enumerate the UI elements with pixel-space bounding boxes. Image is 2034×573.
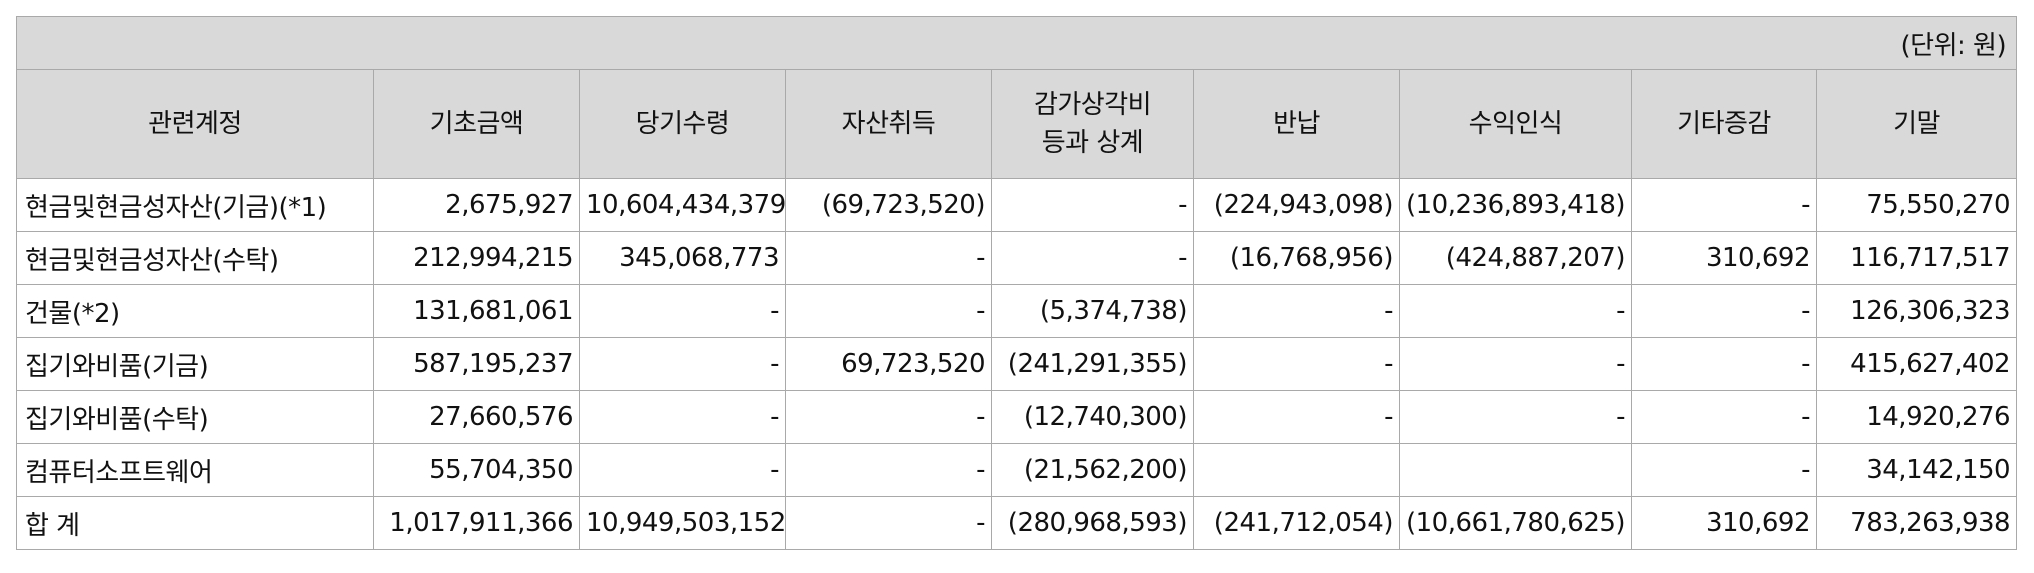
cell-revenue-recognition: - [1399, 390, 1632, 444]
cell-received: - [579, 390, 786, 444]
cell-other-changes: - [1631, 337, 1817, 391]
header-revenue-recognition: 수익인식 [1399, 69, 1632, 179]
cell-revenue-recognition: - [1399, 284, 1632, 338]
cell-other-changes: - [1631, 443, 1817, 497]
cell-account: 집기와비품(수탁) [16, 390, 374, 444]
cell-revenue-recognition: (424,887,207) [1399, 231, 1632, 285]
cell-returned: - [1193, 284, 1400, 338]
cell-asset-acquisition: - [785, 443, 992, 497]
cell-returned: (241,712,054) [1193, 496, 1400, 550]
cell-opening-balance: 587,195,237 [373, 337, 580, 391]
cell-depreciation-offset: (280,968,593) [991, 496, 1194, 550]
cell-account: 현금및현금성자산(기금)(*1) [16, 178, 374, 232]
unit-label: (단위: 원) [15, 16, 2018, 70]
cell-closing-balance: 14,920,276 [1815, 390, 2018, 444]
cell-received: - [579, 443, 786, 497]
cell-opening-balance: 212,994,215 [373, 231, 580, 285]
cell-account: 합 계 [16, 496, 374, 550]
cell-opening-balance: 131,681,061 [373, 284, 580, 338]
cell-returned: (16,768,956) [1193, 231, 1400, 285]
table-row: 집기와비품(기금) 587,195,237-69,723,520 (241,291,… [16, 337, 2018, 391]
table-row: 집기와비품(수탁) 27,660,576- - (12,740,300) - - -14,9… [16, 390, 2018, 444]
cell-account: 현금및현금성자산(수탁) [16, 231, 374, 285]
cell-closing-balance: 126,306,323 [1815, 284, 2018, 338]
cell-account: 집기와비품(기금) [16, 337, 374, 391]
cell-depreciation-offset: (21,562,200) [991, 443, 1194, 497]
cell-returned: - [1193, 390, 1400, 444]
header-closing-balance: 기말 [1815, 69, 2018, 179]
cell-revenue-recognition: (10,661,780,625) [1399, 496, 1632, 550]
cell-opening-balance: 1,017,911,366 [373, 496, 580, 550]
cell-opening-balance: 55,704,350 [373, 443, 580, 497]
cell-closing-balance: 75,550,270 [1815, 178, 2018, 232]
header-asset-acquisition: 자산취득 [785, 69, 992, 179]
cell-depreciation-offset: - [991, 178, 1194, 232]
cell-depreciation-offset: (5,374,738) [991, 284, 1194, 338]
header-returned: 반납 [1193, 69, 1400, 179]
cell-received: - [579, 284, 786, 338]
table-row: 컴퓨터소프트웨어 55,704,350- - (21,562,200) -34,142,… [16, 443, 2018, 497]
cell-revenue-recognition [1399, 443, 1632, 497]
cell-closing-balance: 783,263,938 [1815, 496, 2018, 550]
cell-revenue-recognition: - [1399, 337, 1632, 391]
cell-account: 건물(*2) [16, 284, 374, 338]
table-container: (단위: 원) 관련계정 기초금액 당기수령 자산취득 감가상각비 등과 상계 반… [15, 16, 2018, 550]
unit-row: (단위: 원) [15, 16, 2018, 70]
cell-asset-acquisition: 69,723,520 [785, 337, 992, 391]
cell-closing-balance: 116,717,517 [1815, 231, 2018, 285]
cell-returned [1193, 443, 1400, 497]
cell-other-changes: - [1631, 390, 1817, 444]
cell-closing-balance: 34,142,150 [1815, 443, 2018, 497]
cell-revenue-recognition: (10,236,893,418) [1399, 178, 1632, 232]
cell-other-changes: - [1631, 284, 1817, 338]
related-accounts-table: (단위: 원) 관련계정 기초금액 당기수령 자산취득 감가상각비 등과 상계 반… [15, 16, 2018, 550]
header-other-changes: 기타증감 [1631, 69, 1817, 179]
cell-account: 컴퓨터소프트웨어 [16, 443, 374, 497]
table-row: 건물(*2) 131,681,061- - (5,374,738) - - -126,306… [16, 284, 2018, 338]
cell-received: 10,604,434,379 [579, 178, 786, 232]
cell-asset-acquisition: (69,723,520) [785, 178, 992, 232]
cell-depreciation-offset: (12,740,300) [991, 390, 1194, 444]
cell-asset-acquisition: - [785, 390, 992, 444]
cell-asset-acquisition: - [785, 284, 992, 338]
cell-received: - [579, 337, 786, 391]
cell-received: 345,068,773 [579, 231, 786, 285]
cell-other-changes: 310,692 [1631, 231, 1817, 285]
header-received: 당기수령 [579, 69, 786, 179]
cell-other-changes: - [1631, 178, 1817, 232]
cell-asset-acquisition: - [785, 496, 992, 550]
table-body: 현금및현금성자산(기금)(*1) 2,675,927 10,604,434,379(… [16, 178, 2018, 550]
header-depreciation-offset: 감가상각비 등과 상계 [991, 69, 1194, 179]
cell-other-changes: 310,692 [1631, 496, 1817, 550]
cell-opening-balance: 27,660,576 [373, 390, 580, 444]
cell-returned: (224,943,098) [1193, 178, 1400, 232]
header-account: 관련계정 [16, 69, 374, 179]
cell-asset-acquisition: - [785, 231, 992, 285]
cell-received: 10,949,503,152 [579, 496, 786, 550]
cell-closing-balance: 415,627,402 [1815, 337, 2018, 391]
cell-depreciation-offset: (241,291,355) [991, 337, 1194, 391]
cell-opening-balance: 2,675,927 [373, 178, 580, 232]
header-row: 관련계정 기초금액 당기수령 자산취득 감가상각비 등과 상계 반납 수익인식 기… [16, 69, 2018, 179]
total-row: 합 계 1,017,911,366 10,949,503,152- (280,968,… [16, 496, 2018, 550]
cell-returned: - [1193, 337, 1400, 391]
cell-depreciation-offset: - [991, 231, 1194, 285]
table-row: 현금및현금성자산(기금)(*1) 2,675,927 10,604,434,379(… [16, 178, 2018, 232]
header-opening-balance: 기초금액 [373, 69, 580, 179]
table-row: 현금및현금성자산(수탁) 212,994,215 345,068,773- - (16,… [16, 231, 2018, 285]
